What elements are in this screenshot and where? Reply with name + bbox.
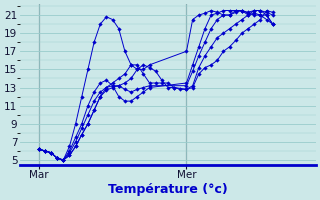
X-axis label: Température (°c): Température (°c) [108, 183, 228, 196]
